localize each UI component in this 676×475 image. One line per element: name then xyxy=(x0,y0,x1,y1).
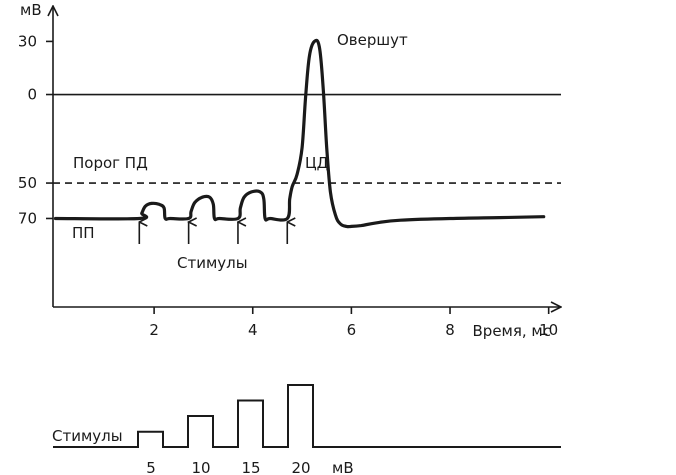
critical-depolarization-label: ЦД xyxy=(305,154,328,172)
stimulus-tick-labels: 5 10 15 20 xyxy=(146,459,310,475)
y-tick-label-2: 50 xyxy=(18,174,37,192)
stimulus-arrows xyxy=(139,222,287,244)
y-tick-label-3: 70 xyxy=(18,209,37,227)
overshoot-label: Овершут xyxy=(337,31,408,49)
x-tick-labels: 2 4 6 8 10 xyxy=(149,307,558,339)
x-tick-label-3: 8 xyxy=(445,321,455,339)
y-tick-labels: 30 0 50 70 xyxy=(18,32,53,227)
stimuli-panel-label: Стимулы xyxy=(52,427,123,445)
x-axis-label: Время, мс xyxy=(473,322,551,340)
x-tick-label-4: 10 xyxy=(539,321,558,339)
x-tick-label-0: 2 xyxy=(149,321,159,339)
stimulus-tick-label-0: 5 xyxy=(146,459,156,475)
stimulus-tick-label-1: 10 xyxy=(191,459,210,475)
action-potential-curve xyxy=(53,38,546,229)
y-axis-label: мВ xyxy=(20,1,42,19)
x-tick-label-2: 6 xyxy=(347,321,357,339)
stimuli-label: Стимулы xyxy=(177,254,248,272)
stimulus-bar-2 xyxy=(238,401,263,448)
stimulus-bars xyxy=(138,385,313,447)
stimulus-pulse-train xyxy=(53,384,561,448)
resting-potential-label: ПП xyxy=(72,224,95,242)
stimulus-tick-label-3: 20 xyxy=(291,459,310,475)
stimulus-unit-label: мВ xyxy=(332,459,354,475)
x-tick-label-1: 4 xyxy=(248,321,258,339)
y-tick-label-1: 0 xyxy=(27,86,37,104)
stimulus-bar-0 xyxy=(138,432,163,447)
stimulus-tick-label-2: 15 xyxy=(241,459,260,475)
stimulus-bar-1 xyxy=(188,416,213,447)
threshold-label: Порог ПД xyxy=(73,154,148,172)
y-tick-label-0: 30 xyxy=(18,32,37,50)
stimulus-bar-3 xyxy=(288,385,313,447)
